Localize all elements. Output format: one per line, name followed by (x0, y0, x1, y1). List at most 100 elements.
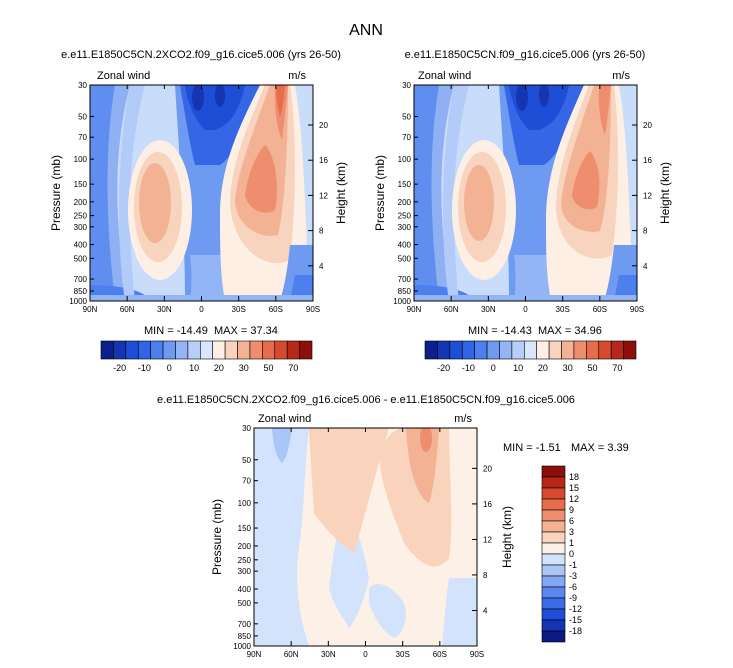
units-label: m/s (454, 413, 472, 425)
colorbar-swatch (499, 340, 513, 360)
latitude-axis: 90N 60N 30N 0 30S 60S 90S (407, 85, 644, 314)
max-value: MAX = 34.96 (538, 325, 602, 337)
pressure-tick-label: 50 (402, 112, 411, 121)
colorbar-label: 30 (563, 363, 573, 373)
y-axis-label: Pressure (mb) (49, 155, 63, 231)
latitude-tick-label: 90N (407, 305, 422, 314)
colorbar-swatch (175, 340, 189, 360)
colorbar-swatch (187, 340, 201, 360)
colorbar-swatch (541, 476, 566, 489)
height-tick-label: 12 (319, 191, 328, 200)
colorbar: -20 -10 0 10 20 30 50 70 (424, 340, 637, 373)
colorbar-swatch (100, 340, 114, 360)
height-tick-label: 16 (483, 500, 492, 509)
max-value: MAX = 3.39 (571, 442, 629, 454)
latitude-tick-label: 60S (433, 650, 447, 659)
right-axis-label: Height (km) (334, 162, 348, 224)
colorbar-swatch (541, 531, 566, 544)
pressure-tick-label: 150 (238, 524, 252, 533)
colorbar-swatch (598, 340, 612, 360)
colorbar-swatch (199, 340, 214, 360)
colorbar-swatch (541, 487, 566, 500)
pressure-tick-label: 30 (78, 81, 87, 90)
pressure-tick-label: 500 (74, 254, 88, 263)
colorbar-swatch (523, 340, 538, 360)
colorbar-label: -15 (569, 615, 582, 625)
colorbar-label: -18 (569, 626, 582, 636)
colorbar-swatch (610, 340, 624, 360)
colorbar-swatch (541, 509, 566, 522)
colorbar-label: -20 (113, 363, 126, 373)
latitude-tick-label: 90N (247, 650, 262, 659)
height-tick-label: 16 (319, 156, 328, 165)
colorbar-label: 3 (569, 527, 574, 537)
height-tick-label: 20 (643, 121, 652, 130)
pressure-tick-label: 1000 (233, 642, 251, 651)
pressure-tick-label: 700 (238, 620, 252, 629)
latitude-tick-label: 30N (157, 305, 172, 314)
pressure-tick-label: 300 (398, 223, 412, 232)
colorbar-label: 10 (189, 363, 199, 373)
colorbar-swatch (541, 619, 566, 632)
right-axis-label: Height (km) (500, 506, 514, 568)
colorbar-label: 50 (264, 363, 274, 373)
y-axis-label: Pressure (mb) (210, 499, 224, 575)
latitude-tick-label: 90S (306, 305, 320, 314)
colorbar-label: 6 (569, 516, 574, 526)
colorbar-label: -1 (569, 560, 577, 570)
colorbar-swatch (224, 340, 238, 360)
right-axis-label: Height (km) (658, 162, 672, 224)
pressure-tick-label: 100 (398, 155, 412, 164)
contour-field (90, 85, 313, 301)
pressure-tick-label: 200 (74, 198, 88, 207)
colorbar-swatch (274, 340, 288, 360)
colorbar-swatch (541, 564, 566, 577)
pressure-tick-label: 1000 (393, 297, 411, 306)
colorbar-label: 0 (491, 363, 496, 373)
pressure-tick-label: 400 (398, 241, 412, 250)
pressure-tick-label: 300 (238, 567, 252, 576)
pressure-tick-label: 70 (78, 133, 87, 142)
colorbar-swatch (299, 340, 313, 360)
latitude-tick-label: 30S (232, 305, 246, 314)
height-tick-label: 20 (319, 121, 328, 130)
pressure-tick-label: 1000 (69, 297, 87, 306)
pressure-tick-label: 200 (398, 198, 412, 207)
latitude-axis: 90N 60N 30N 0 30S 60S 90S (247, 428, 484, 659)
min-value: MIN = -14.43 (468, 325, 532, 337)
colorbar-label: 70 (288, 363, 298, 373)
pressure-tick-label: 50 (242, 456, 251, 465)
panel-diff: e.e11.E1850C5CN.2XCO2.f09_g16.cice5.006 … (157, 394, 629, 659)
colorbar-swatch (541, 542, 566, 555)
pressure-tick-label: 500 (398, 254, 412, 263)
colorbar-swatch (286, 340, 300, 360)
colorbar-swatch (541, 498, 566, 511)
height-tick-label: 8 (483, 571, 488, 580)
colorbar-swatch (486, 340, 500, 360)
colorbar-swatch (461, 340, 475, 360)
y-axis-label: Pressure (mb) (373, 155, 387, 231)
height-axis: 4 8 12 16 20 (308, 121, 328, 271)
colorbar-swatch (162, 340, 176, 360)
pressure-tick-label: 700 (74, 275, 88, 284)
latitude-tick-label: 60N (284, 650, 299, 659)
pressure-tick-label: 30 (242, 424, 251, 433)
height-tick-label: 12 (483, 535, 492, 544)
latitude-tick-label: 30S (396, 650, 410, 659)
colorbar-swatch (212, 340, 226, 360)
pressure-tick-label: 100 (238, 499, 252, 508)
pressure-tick-label: 400 (238, 585, 252, 594)
colorbar-swatch (150, 340, 164, 360)
pressure-tick-label: 300 (74, 223, 88, 232)
pressure-tick-label: 400 (74, 241, 88, 250)
colorbar-swatch (262, 340, 276, 360)
latitude-tick-label: 90S (630, 305, 644, 314)
variable-label: Zonal wind (97, 70, 150, 82)
colorbar-swatch (586, 340, 600, 360)
colorbar-label: 18 (569, 472, 579, 482)
colorbar-swatch (573, 340, 587, 360)
height-tick-label: 16 (643, 156, 652, 165)
colorbar-swatch (541, 575, 566, 588)
